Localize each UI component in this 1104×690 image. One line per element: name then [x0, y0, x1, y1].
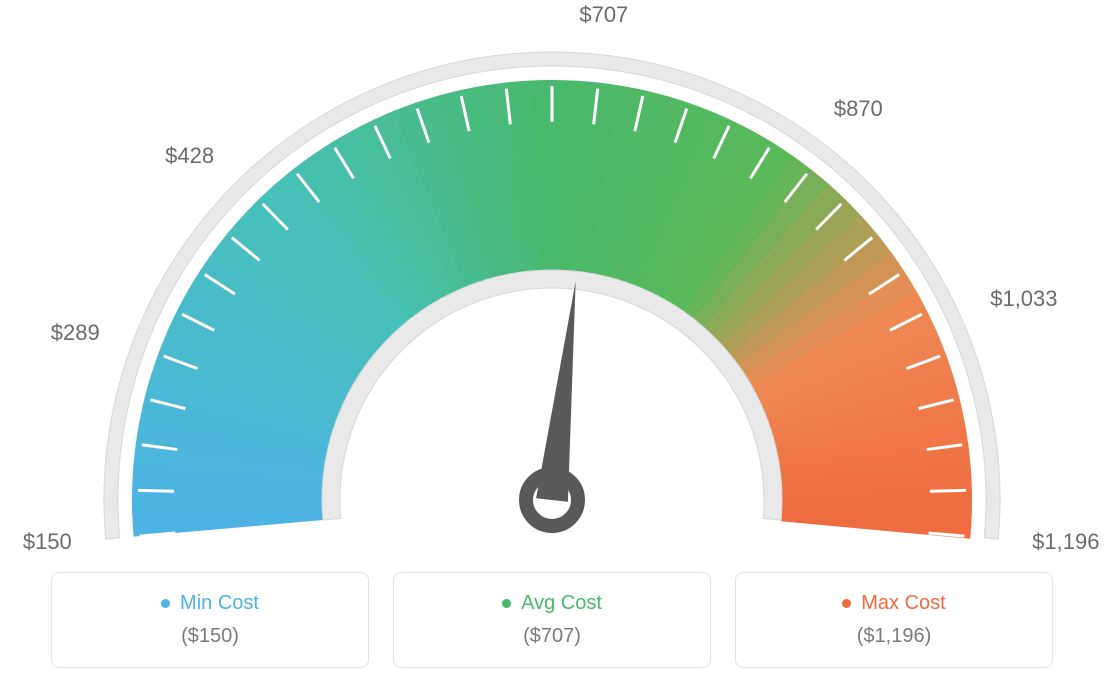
- legend-card-min: Min Cost ($150): [51, 572, 369, 668]
- legend-value-min: ($150): [181, 625, 239, 648]
- legend-title-avg: Avg Cost: [521, 592, 602, 615]
- legend-head-min: Min Cost: [161, 592, 259, 615]
- legend-card-avg: Avg Cost ($707): [393, 572, 711, 668]
- gauge-tick-label: $1,033: [990, 286, 1057, 312]
- legend-dot-max: [842, 599, 851, 608]
- legend-value-max: ($1,196): [857, 625, 932, 648]
- legend-dot-avg: [502, 599, 511, 608]
- gauge-svg: [72, 20, 1032, 580]
- legend-head-avg: Avg Cost: [502, 592, 602, 615]
- gauge-tick-label: $289: [51, 320, 100, 346]
- gauge-tick-label: $707: [579, 2, 628, 28]
- legend-value-avg: ($707): [523, 625, 581, 648]
- gauge-tick-label: $1,196: [1032, 529, 1099, 555]
- gauge-tick-label: $150: [23, 529, 72, 555]
- legend-title-max: Max Cost: [861, 592, 945, 615]
- gauge-chart: $150 $289 $428 $707 $870 $1,033 $1,196: [0, 0, 1104, 560]
- gauge-tick-label: $870: [834, 96, 883, 122]
- legend-card-max: Max Cost ($1,196): [735, 572, 1053, 668]
- legend-title-min: Min Cost: [180, 592, 259, 615]
- legend-dot-min: [161, 599, 170, 608]
- legend-row: Min Cost ($150) Avg Cost ($707) Max Cost…: [0, 572, 1104, 668]
- legend-head-max: Max Cost: [842, 592, 945, 615]
- gauge-tick-label: $428: [165, 143, 214, 169]
